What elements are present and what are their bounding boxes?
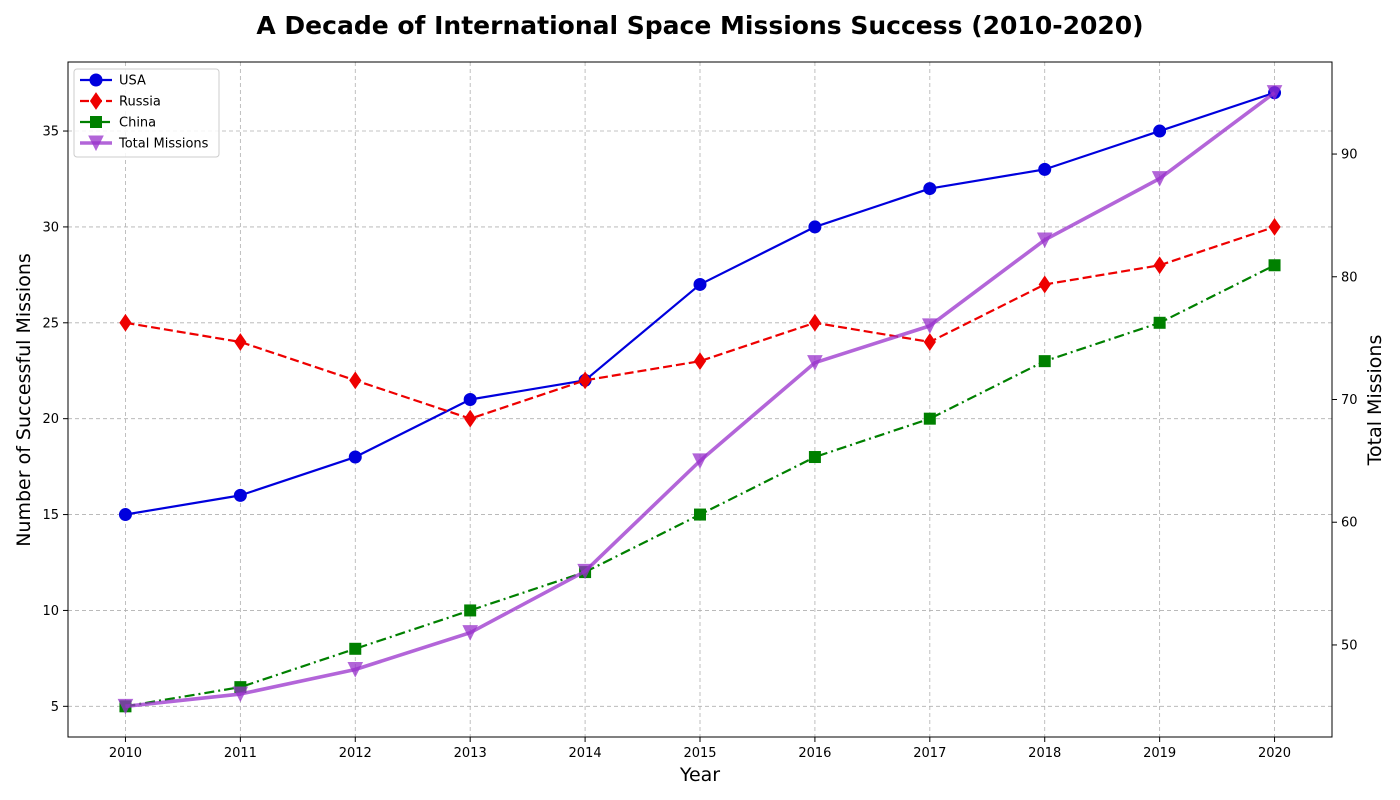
data-point-usa — [1153, 124, 1167, 138]
x-tick-label: 2010 — [109, 746, 142, 761]
x-tick-label: 2012 — [339, 746, 372, 761]
data-point-usa — [808, 220, 822, 234]
y-right-tick-label: 60 — [1341, 516, 1358, 531]
data-point-usa — [923, 182, 937, 196]
data-point-russia — [464, 409, 477, 428]
data-point-usa — [463, 393, 477, 406]
data-point-total-missions — [1151, 171, 1168, 187]
y-right-tick-label: 80 — [1341, 270, 1358, 285]
legend-label: Russia — [119, 95, 161, 110]
y-tick-label: 35 — [42, 125, 59, 140]
data-point-china — [349, 642, 362, 655]
data-point-china — [1038, 355, 1051, 368]
legend-marker — [88, 135, 104, 152]
x-tick-label: 2014 — [569, 746, 602, 761]
legend-item-usa: USA — [80, 73, 146, 89]
x-tick-label: 2018 — [1028, 746, 1061, 761]
y-right-tick-label: 50 — [1341, 638, 1358, 653]
y-axis-label: Number of Successful Missions — [13, 253, 35, 547]
data-point-china — [808, 451, 821, 464]
series-russia — [119, 218, 1281, 428]
data-point-russia — [349, 371, 362, 390]
data-point-total-missions — [807, 355, 823, 371]
x-tick-label: 2016 — [798, 746, 831, 761]
legend-marker — [89, 92, 103, 110]
data-point-russia — [1268, 218, 1281, 236]
data-point-russia — [1038, 275, 1051, 294]
data-point-russia — [923, 333, 936, 351]
data-point-total-missions — [462, 625, 478, 641]
x-tick-label: 2020 — [1258, 746, 1291, 761]
series-line-russia — [125, 225, 1275, 420]
series-layer — [117, 85, 1283, 715]
legend: USA Russia China Total Missions — [73, 68, 220, 158]
x-axis-label: Year — [679, 764, 720, 786]
chart-title: A Decade of International Space Missions… — [256, 11, 1143, 40]
legend-label: Total Missions — [118, 137, 209, 152]
legend-marker — [89, 73, 103, 87]
legend-marker — [90, 116, 102, 128]
data-point-usa — [233, 488, 247, 502]
data-point-russia — [234, 333, 247, 351]
data-point-china — [923, 412, 936, 425]
x-tick-label: 2019 — [1143, 746, 1176, 761]
legend-item-russia: Russia — [80, 92, 161, 110]
y-tick-label: 30 — [42, 220, 59, 235]
y-tick-label: 25 — [42, 316, 59, 331]
y-tick-label: 15 — [42, 508, 59, 523]
data-point-total-missions — [232, 686, 249, 703]
data-point-china — [694, 508, 706, 521]
y-tick-label: 5 — [51, 700, 59, 715]
data-point-china — [464, 604, 477, 617]
data-point-total-missions — [1036, 232, 1053, 249]
x-tick-label: 2015 — [683, 746, 716, 761]
data-point-russia — [1153, 256, 1166, 275]
legend-label: China — [119, 116, 156, 131]
legend-box — [73, 68, 220, 158]
y-tick-label: 20 — [42, 412, 59, 427]
legend-label: USA — [119, 74, 146, 89]
y-tick-label: 10 — [42, 604, 59, 619]
data-point-usa — [1038, 162, 1052, 176]
data-point-russia — [119, 313, 132, 332]
data-point-russia — [808, 313, 822, 332]
data-point-usa — [693, 277, 707, 291]
data-point-russia — [578, 371, 592, 390]
data-point-total-missions — [347, 662, 364, 678]
data-point-russia — [693, 352, 707, 371]
data-point-total-missions — [117, 698, 134, 715]
series-usa — [118, 86, 1282, 522]
data-point-china — [1153, 316, 1166, 329]
x-tick-label: 2011 — [224, 746, 257, 761]
x-tick-label: 2013 — [454, 746, 487, 761]
y-right-tick-label: 70 — [1341, 393, 1358, 408]
legend-item-china: China — [80, 116, 156, 131]
data-point-total-missions — [922, 318, 938, 334]
data-point-total-missions — [1266, 85, 1283, 101]
data-point-usa — [118, 508, 132, 522]
data-point-china — [1268, 259, 1281, 272]
legend-item-total-missions: Total Missions — [80, 135, 209, 152]
series-total-missions — [117, 85, 1283, 715]
y-axis-right-label: Total Missions — [1364, 335, 1386, 467]
y-right-tick-label: 90 — [1341, 148, 1358, 163]
data-point-total-missions — [692, 453, 708, 469]
axes: 2010 2011 2012 2013 2014 2015 2016 2017 2018 2019… — [42, 125, 1357, 761]
data-point-usa — [348, 450, 362, 464]
x-tick-label: 2017 — [913, 746, 946, 761]
data-point-total-missions — [577, 563, 593, 580]
